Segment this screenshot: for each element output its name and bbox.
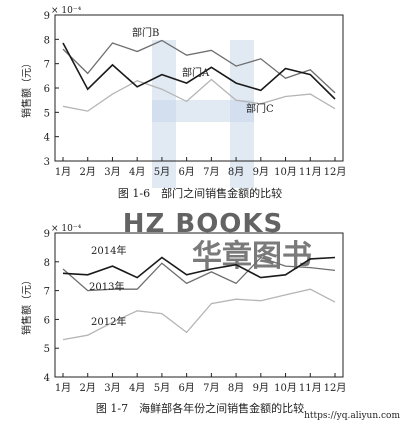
chart-department-comparison: 3 4 5 6 7 8 9 × 10⁻⁴ 销售额（元） 1月 2月 3月 4月 5月 6月 7月 8月 9月 10月…: [20, 6, 346, 200]
x-tick-label: 10月: [274, 166, 297, 178]
series-line-1: [62, 256, 336, 279]
x-tick-label: 6月: [178, 166, 194, 178]
x-tick-label: 12月: [324, 166, 347, 178]
y-tick-label: 4: [44, 133, 50, 144]
watermark-brand: HZ BOOKS: [123, 209, 284, 239]
x-tick-label: 12月: [324, 382, 347, 394]
x-tick-label: 7月: [203, 166, 219, 178]
watermark: HZ BOOKS 华章图书 https://yq.aliyun.com: [123, 40, 400, 421]
series-annotation: 2013年: [89, 280, 124, 293]
series-annotation: 2014年: [91, 244, 126, 257]
x-tick-label: 1月: [55, 166, 71, 178]
y-exponent-label: × 10⁻⁴: [51, 6, 82, 16]
y-tick-label: 6: [44, 84, 50, 95]
y-tick-label: 3: [44, 157, 50, 168]
x-tick-label: 3月: [104, 166, 120, 178]
y-tick-label: 8: [44, 258, 50, 269]
x-tick-label: 5月: [154, 382, 170, 394]
series-line-2: [62, 256, 336, 292]
y-tick-label: 5: [44, 108, 50, 119]
x-tick-label: 2月: [80, 166, 96, 178]
y-tick-label: 4: [44, 373, 50, 384]
y-axis-label: 销售额（元）: [20, 58, 33, 118]
x-tick-label: 11月: [299, 166, 322, 178]
x-tick-label: 10月: [274, 382, 297, 394]
y-tick-label: 7: [44, 287, 50, 298]
plot-frame: [54, 232, 344, 378]
watermark-url: https://yq.aliyun.com: [304, 411, 400, 421]
y-exponent-label: × 10⁻⁴: [51, 224, 82, 234]
series-line-3: [62, 288, 336, 341]
x-tick-label: 8月: [228, 382, 244, 394]
y-tick-label: 9: [44, 229, 50, 240]
x-tick-label: 9月: [253, 166, 269, 178]
x-tick-label: 4月: [129, 166, 145, 178]
series-annotation: 部门A: [182, 66, 210, 79]
series-annotation: 部门C: [246, 102, 274, 115]
x-tick-label: 8月: [228, 166, 244, 178]
chart-caption: 图 1-7 海鲜部各年份之间销售金额的比较: [96, 401, 304, 415]
plot-frame: [54, 14, 344, 162]
x-tick-label: 5月: [154, 166, 170, 178]
series-annotation: 部门B: [132, 26, 159, 39]
watermark-crossbar: [152, 100, 254, 122]
y-tick-label: 8: [44, 35, 50, 46]
y-axis-label: 销售额（元）: [20, 275, 33, 335]
y-tick-label: 5: [44, 344, 50, 355]
series-line-1: [62, 42, 336, 100]
x-tick-label: 7月: [203, 382, 219, 394]
series-annotation: 2012年: [91, 315, 126, 328]
y-tick-label: 7: [44, 60, 50, 71]
series-line-3: [62, 78, 336, 112]
x-tick-label: 4月: [129, 382, 145, 394]
x-tick-label: 6月: [178, 382, 194, 394]
chart-caption: 图 1-6 部门之间销售金额的比较: [118, 186, 282, 200]
x-tick-label: 3月: [104, 382, 120, 394]
x-tick-label: 1月: [55, 382, 71, 394]
x-tick-label: 11月: [299, 382, 322, 394]
y-tick-label: 6: [44, 315, 50, 326]
x-tick-label: 2月: [80, 382, 96, 394]
y-tick-label: 9: [44, 11, 50, 22]
x-tick-label: 9月: [253, 382, 269, 394]
series-line-2: [62, 39, 336, 94]
